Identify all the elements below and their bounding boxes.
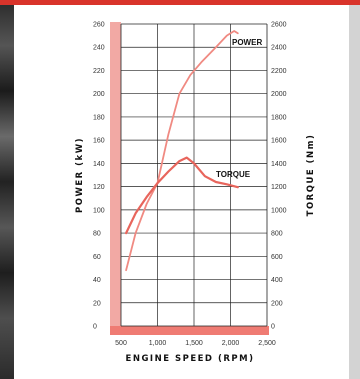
y-right-tick-label: 1400 — [271, 161, 287, 168]
x-tick-label: 2,000 — [222, 340, 240, 347]
y-axis-left-title: POWER (kW) — [75, 137, 85, 213]
y-right-tick-label: 1800 — [271, 114, 287, 121]
top-accent-band — [0, 0, 360, 5]
y-right-tick-label: 600 — [271, 254, 283, 261]
y-left-tick-label: 220 — [93, 68, 105, 75]
y-axis-right-title: TORQUE (Nm) — [306, 134, 316, 217]
engine-photo-strip — [0, 0, 14, 379]
y-right-tick-label: 1600 — [271, 138, 287, 145]
y-right-tick-label: 2200 — [271, 68, 287, 75]
y-right-tick-label: 1000 — [271, 207, 287, 214]
y-right-tick-label: 400 — [271, 277, 283, 284]
y-right-tick-label: 0 — [271, 324, 275, 331]
y-left-tick-label: 80 — [93, 231, 101, 238]
y-left-tick-label: 140 — [93, 161, 105, 168]
x-tick-label: 1,000 — [149, 340, 167, 347]
y-left-tick-label: 240 — [93, 45, 105, 52]
series-label-torque: TORQUE — [216, 170, 251, 179]
series-line-torque — [124, 156, 239, 235]
y-left-tick-label: 120 — [93, 184, 105, 191]
y-left-tick-label: 200 — [93, 91, 105, 98]
right-edge-strip — [349, 0, 360, 379]
y-left-tick-label: 20 — [93, 300, 101, 307]
y-left-tick-label: 180 — [93, 114, 105, 121]
x-tick-label: 2,500 — [258, 340, 276, 347]
x-tick-label: 500 — [115, 340, 127, 347]
y-left-tick-label: 60 — [93, 254, 101, 261]
y-right-tick-label: 200 — [271, 300, 283, 307]
y-right-tick-label: 2600 — [271, 22, 287, 29]
y-right-tick-label: 2400 — [271, 45, 287, 52]
y-left-tick-label: 100 — [93, 207, 105, 214]
series-line-power — [125, 30, 239, 272]
y-left-tick-label: 40 — [93, 277, 101, 284]
y-right-tick-label: 800 — [271, 231, 283, 238]
bottom-axis-band — [110, 326, 269, 335]
y-right-tick-label: 2000 — [271, 91, 287, 98]
series-label-power: POWER — [232, 38, 262, 47]
y-right-tick-label: 1200 — [271, 184, 287, 191]
y-left-tick-label: 260 — [93, 22, 105, 29]
x-tick-label: 1,500 — [185, 340, 203, 347]
y-left-tick-label: 0 — [93, 324, 97, 331]
y-left-tick-label: 160 — [93, 138, 105, 145]
left-axis-band — [110, 22, 121, 326]
x-axis-title: ENGINE SPEED (RPM) — [126, 354, 255, 364]
